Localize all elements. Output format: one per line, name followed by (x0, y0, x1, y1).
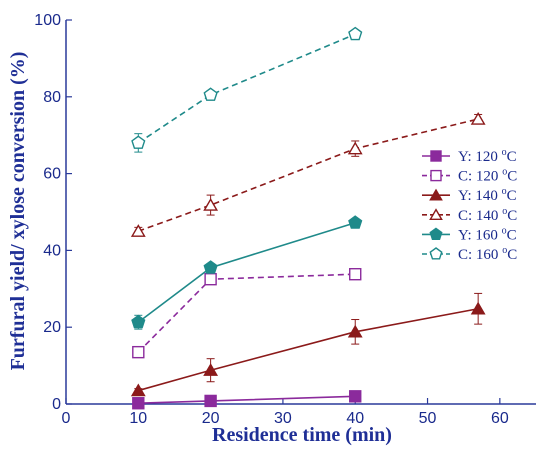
axes: 0 10 20 30 40 50 60 0 20 40 60 80 100 (34, 12, 536, 427)
legend-label: Y: 120 oC (458, 147, 517, 165)
data-point (349, 268, 362, 281)
legend-marker (430, 169, 442, 182)
data-point (349, 390, 362, 403)
legend-item: C: 160 oC (422, 245, 517, 263)
x-tick-label: 0 (62, 410, 71, 427)
data-point (470, 301, 486, 315)
data-point (130, 224, 146, 237)
data-point (348, 215, 363, 229)
legend-label: C: 120 oC (458, 167, 517, 185)
data-point (132, 397, 145, 410)
series-line (137, 33, 356, 144)
legend-item: C: 140 oC (422, 206, 517, 224)
data-point (347, 324, 363, 338)
series-1 (132, 268, 362, 359)
legend-label: Y: 140 oC (458, 186, 517, 204)
legend-marker (429, 227, 443, 240)
data-point (131, 314, 146, 329)
legend-label: Y: 160 oC (458, 225, 517, 243)
data-point (132, 345, 145, 359)
data-point (203, 197, 219, 211)
legend-label: C: 140 oC (458, 206, 517, 224)
data-point (348, 26, 363, 41)
data-point (347, 141, 363, 155)
data-point (130, 383, 146, 397)
series-2 (130, 292, 486, 397)
series-line (137, 221, 356, 323)
x-tick-label: 60 (491, 410, 509, 427)
series-5 (131, 26, 363, 153)
y-tick-label: 40 (43, 242, 61, 259)
legend-label: C: 160 oC (458, 245, 517, 263)
legend: Y: 120 oC C: 120 oCY: 140 oC C: 140 oCY: 1… (422, 147, 517, 263)
x-tick-label: 40 (346, 410, 364, 427)
legend-item: C: 120 oC (422, 167, 517, 185)
x-tick-label: 10 (129, 410, 147, 427)
y-tick-label: 0 (52, 396, 61, 413)
y-tick-label: 80 (43, 89, 61, 106)
x-tick-label: 50 (419, 410, 437, 427)
y-tick-label: 60 (43, 166, 61, 183)
series-line (138, 307, 479, 392)
x-tick-label: 30 (274, 410, 292, 427)
data-point (204, 394, 217, 408)
series-layer (130, 26, 486, 410)
data-point (204, 273, 217, 286)
series-4 (131, 215, 363, 330)
series-3 (130, 111, 486, 237)
y-tick-label: 100 (34, 12, 61, 29)
legend-marker (429, 208, 443, 221)
series-line (138, 395, 356, 405)
data-point (203, 363, 219, 376)
y-tick-label: 20 (43, 319, 61, 336)
legend-marker (429, 247, 443, 260)
series-0 (132, 390, 362, 410)
data-point (470, 111, 486, 125)
series-line (138, 118, 479, 232)
data-point (203, 87, 218, 101)
x-tick-label: 20 (202, 410, 220, 427)
legend-item: Y: 160 oC (422, 225, 517, 243)
y-axis-title: Furfural yield/ xylose conversion (%) (7, 52, 29, 371)
x-axis-title: Residence time (min) (212, 424, 392, 446)
data-point (131, 135, 146, 149)
legend-item: Y: 140 oC (422, 186, 517, 204)
legend-marker (430, 150, 442, 162)
legend-item: Y: 120 oC (422, 147, 517, 165)
data-point (203, 260, 218, 274)
legend-marker (429, 188, 443, 201)
